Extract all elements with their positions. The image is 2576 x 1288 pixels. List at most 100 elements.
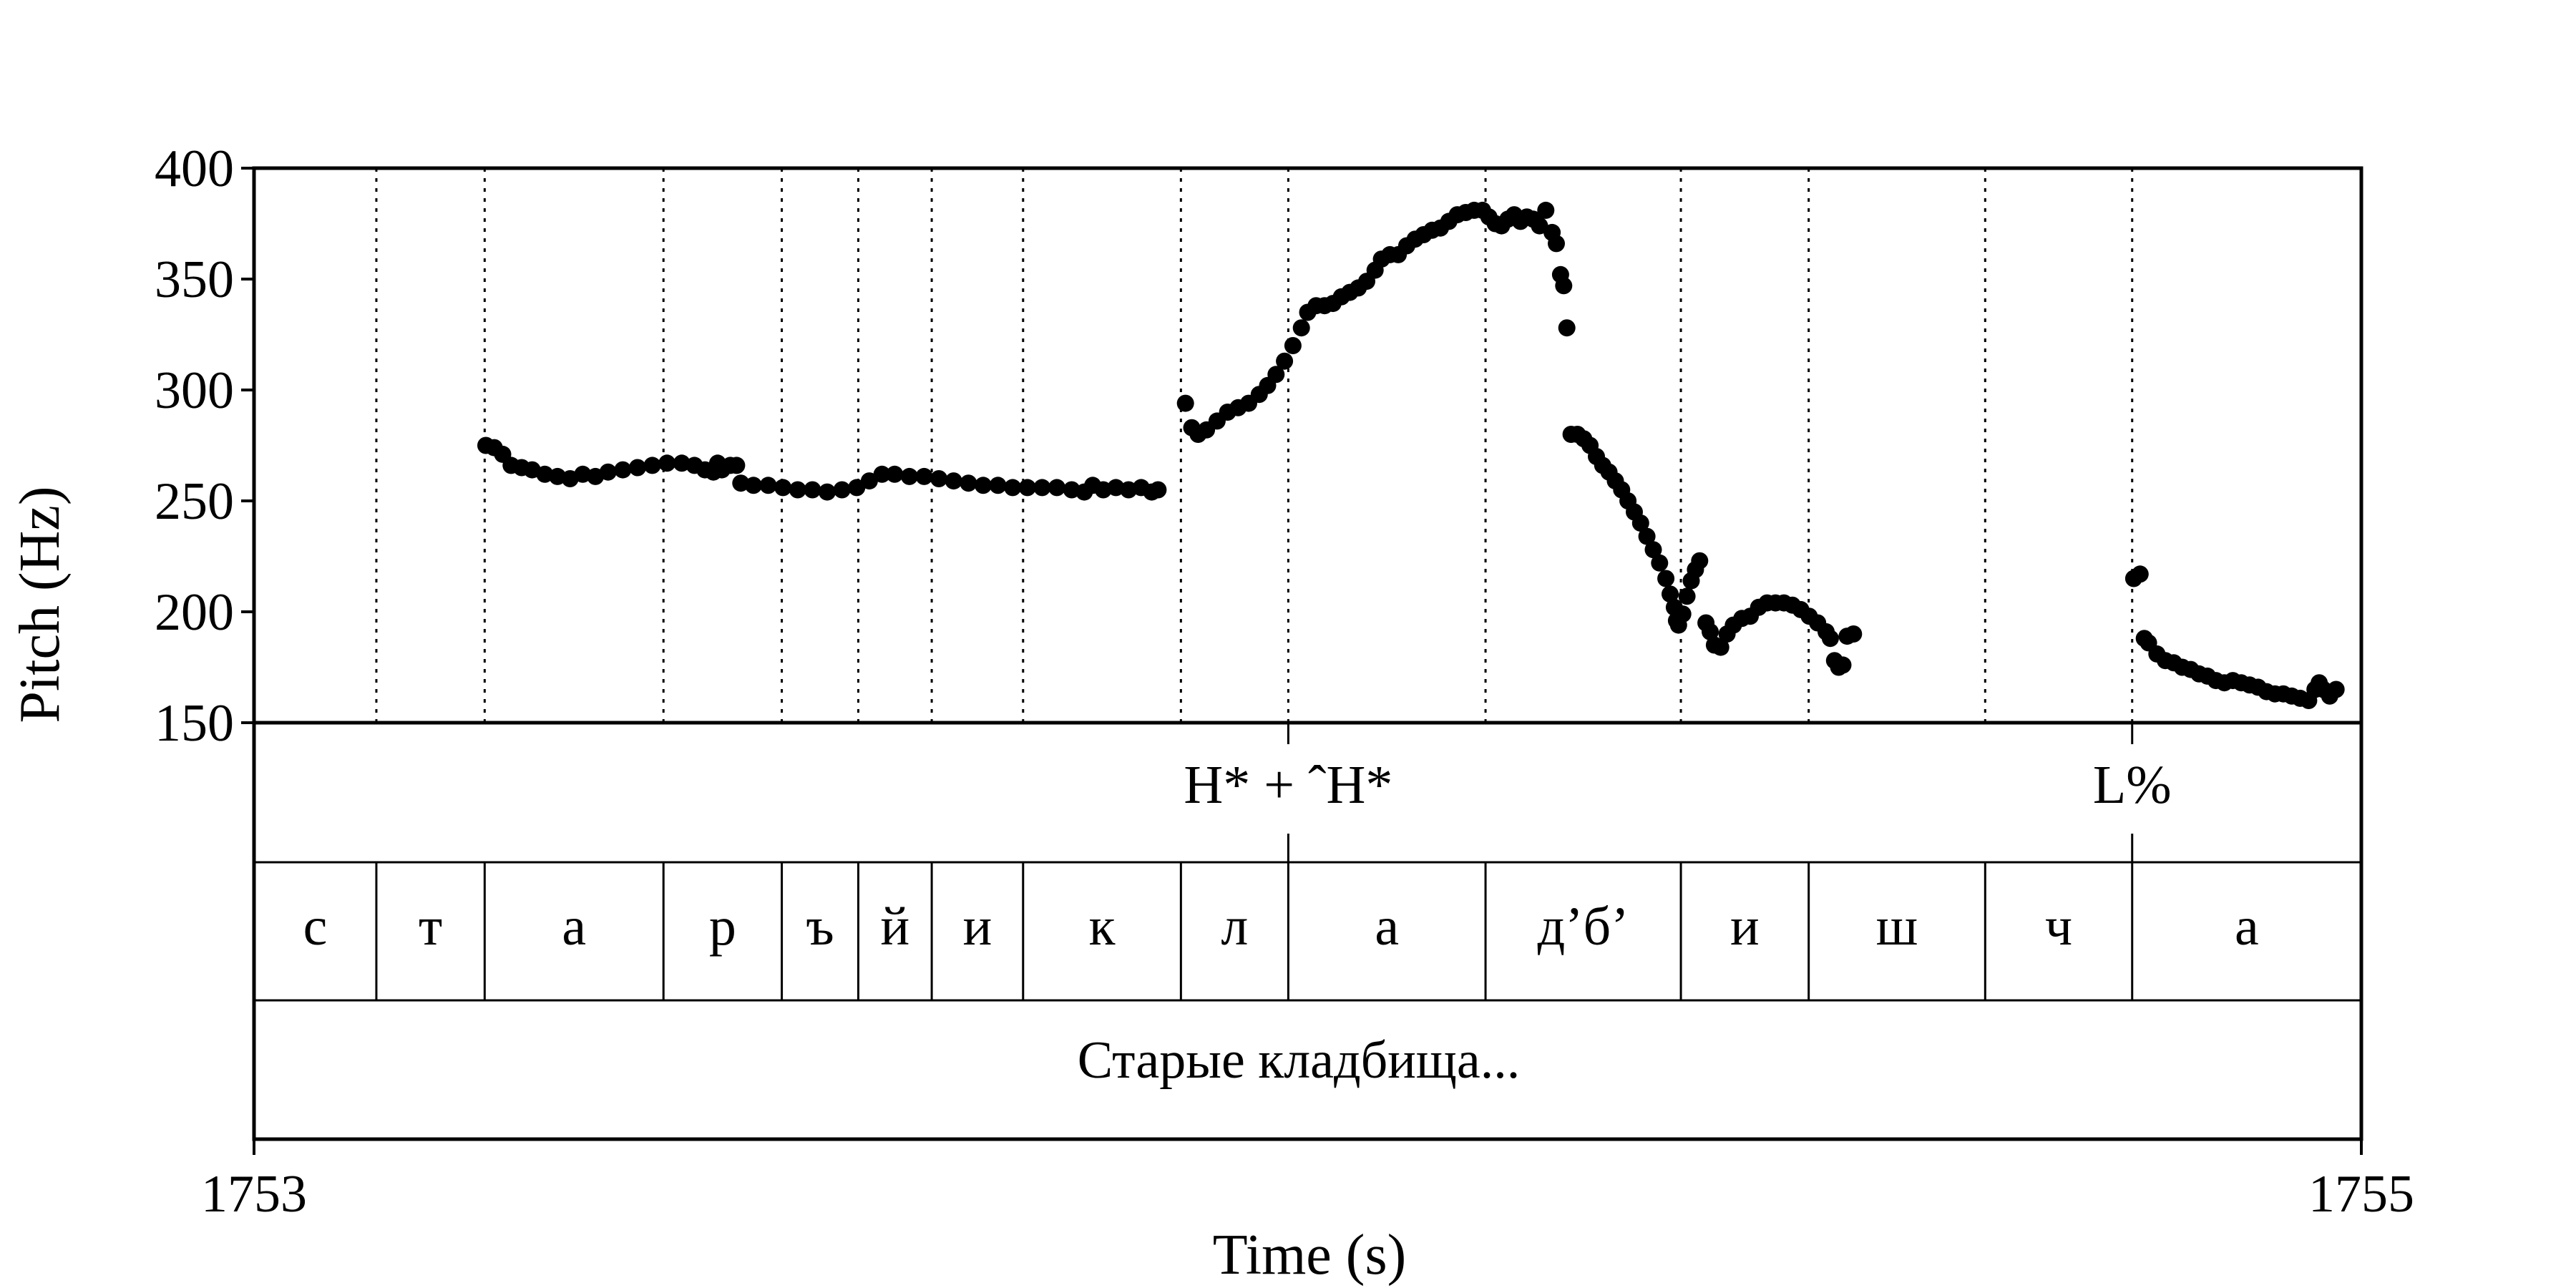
pitch-point [1712, 638, 1729, 656]
segment-label: а [2235, 897, 2259, 957]
pitch-point [673, 454, 691, 472]
pitch-point [708, 454, 726, 472]
pitch-point [960, 474, 977, 492]
pitch-point [728, 457, 746, 474]
pitch-point [1644, 541, 1662, 559]
tone-label: H* + ˆH* [1184, 755, 1392, 815]
segment-label: р [709, 897, 736, 957]
pitch-point [1834, 656, 1852, 674]
pitch-point [1821, 630, 1839, 648]
segment-label: й [880, 897, 909, 957]
segment-label: а [562, 897, 586, 957]
pitch-point [1558, 319, 1576, 337]
segment-label: и [1730, 897, 1760, 957]
pitch-point [1107, 479, 1125, 497]
pitch-point [1548, 235, 1565, 253]
y-axis-label: Pitch (Hz) [9, 486, 72, 723]
pitch-point [1555, 277, 1573, 295]
pitch-point [975, 477, 992, 494]
pitch-point [1048, 479, 1065, 497]
pitch-point [1292, 319, 1310, 337]
pitch-point [833, 481, 851, 499]
pitch-point [599, 463, 617, 481]
pitch-point [1094, 481, 1112, 499]
pitch-point [804, 481, 821, 499]
segment-label: т [419, 897, 442, 957]
y-tick-label: 300 [155, 361, 234, 420]
pitch-point [745, 477, 762, 494]
pitch-point [930, 470, 948, 487]
y-axis-ticks: 400 350 300 250 200 150 [155, 140, 254, 753]
pitch-point [1033, 479, 1051, 497]
pitch-point [658, 454, 676, 472]
plot-frames [252, 166, 2363, 1141]
pitch-point [1149, 481, 1167, 499]
pitch-point [614, 461, 632, 479]
segment-label: к [1089, 897, 1116, 957]
pitch-point [1678, 587, 1696, 605]
pitch-point [574, 465, 592, 483]
pitch-point [989, 477, 1007, 494]
x-axis-ticks: 1753 1755 [201, 1139, 2414, 1224]
pitch-point [1018, 479, 1036, 497]
pitch-point [774, 479, 792, 497]
segment-tier: с т а р ъ й и к л а д’б’ и ш ч а [303, 897, 2259, 957]
pitch-point [1674, 605, 1692, 623]
tone-tier: H* + ˆH* L% [1184, 723, 2172, 862]
segment-label: и [963, 897, 992, 957]
y-tick-label: 200 [155, 583, 234, 642]
pitch-point [1004, 479, 1022, 497]
segment-boundary-lines [375, 168, 2134, 1000]
pitch-point [629, 459, 646, 477]
y-tick-label: 250 [155, 472, 234, 531]
pitch-point [1631, 514, 1649, 532]
segment-label: ш [1876, 897, 1918, 957]
pitch-point [536, 465, 554, 483]
y-tick-label: 400 [155, 140, 234, 198]
tier-frame [252, 721, 2363, 1141]
pitch-point [945, 472, 962, 490]
pitch-point [643, 457, 661, 474]
pitch-point [1662, 585, 1679, 603]
y-tick-label: 150 [155, 694, 234, 753]
pitch-point [2131, 565, 2149, 583]
segment-label: а [1375, 897, 1399, 957]
tone-label: L% [2093, 755, 2172, 815]
pitch-point [873, 465, 891, 483]
pitch-point [1176, 394, 1194, 412]
segment-label: ч [2045, 897, 2072, 957]
pitch-point [732, 474, 750, 492]
pitch-point [1537, 201, 1555, 219]
x-tick-label: 1753 [201, 1165, 307, 1224]
pitch-point [860, 472, 878, 490]
pitch-panel-frame [252, 166, 2363, 725]
segment-label: ъ [806, 897, 834, 957]
pitch-point [915, 467, 933, 485]
segment-label: д’б’ [1538, 897, 1629, 957]
pitch-point [1284, 337, 1302, 354]
pitch-point [1531, 217, 1548, 235]
pitch-point [1657, 570, 1675, 587]
y-tick-label: 350 [155, 250, 234, 309]
pitch-point [1267, 366, 1285, 384]
pitch-point [886, 465, 904, 483]
segment-label: л [1221, 897, 1248, 957]
pitch-point [1651, 554, 1669, 572]
pitch-point [848, 479, 866, 497]
pitch-point [900, 467, 918, 485]
pitch-point [2327, 680, 2345, 698]
phrase-label: Старые кладбища... [1078, 1031, 1521, 1090]
pitch-point [789, 481, 806, 499]
pitch-point [1691, 552, 1709, 570]
pitch-point [819, 483, 836, 501]
pitch-points [477, 201, 2345, 709]
pitch-point [759, 477, 777, 494]
pitch-point [1638, 527, 1656, 545]
segment-label: с [303, 897, 328, 957]
pitch-point [1702, 623, 1719, 640]
pitch-point [1845, 625, 1863, 643]
x-axis-label: Time (s) [1213, 1224, 1406, 1287]
x-tick-label: 1755 [2308, 1165, 2414, 1224]
pitch-point [1276, 352, 1294, 370]
